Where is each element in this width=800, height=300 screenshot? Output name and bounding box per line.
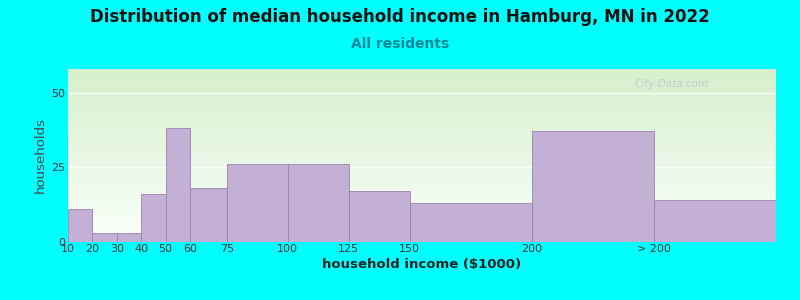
Bar	[93, 232, 117, 242]
Bar	[654, 200, 776, 242]
Bar	[166, 128, 190, 242]
Bar	[117, 232, 142, 242]
Bar	[410, 203, 532, 242]
Bar	[349, 191, 410, 242]
Bar	[190, 188, 226, 242]
Bar	[288, 164, 349, 242]
Bar	[532, 131, 654, 242]
X-axis label: household income ($1000): household income ($1000)	[322, 258, 522, 272]
Y-axis label: households: households	[34, 117, 47, 193]
Bar	[68, 209, 93, 242]
Text: City-Data.com: City-Data.com	[634, 80, 709, 89]
Bar	[142, 194, 166, 242]
Text: Distribution of median household income in Hamburg, MN in 2022: Distribution of median household income …	[90, 8, 710, 26]
Bar	[226, 164, 288, 242]
Text: All residents: All residents	[351, 38, 449, 52]
